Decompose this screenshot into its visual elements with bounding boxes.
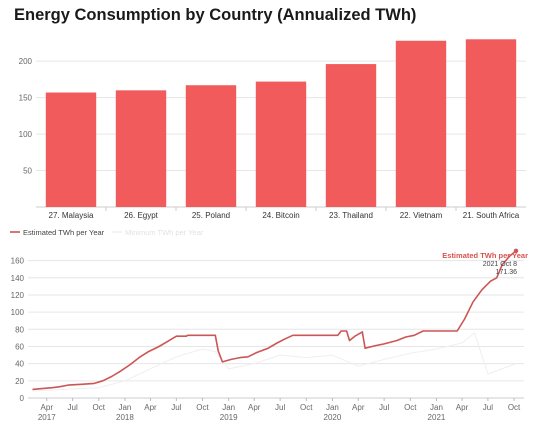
annotation-date: 2021 Oct 8 (483, 261, 517, 268)
x-tick-label: Oct (93, 403, 106, 412)
bar-category-label: 26. Egypt (124, 211, 159, 220)
bar-category-label: 22. Vietnam (400, 211, 443, 220)
x-tick-label: Jul (275, 403, 285, 412)
bar-category-label: 24. Bitcoin (262, 211, 299, 220)
x-tick-label: Apr (144, 403, 157, 412)
x-year-label: 2021 (428, 413, 446, 422)
bar-category-label: 23. Thailand (329, 211, 373, 220)
y-tick-label: 120 (11, 291, 25, 300)
x-tick-label: Jan (430, 403, 443, 412)
bar (45, 92, 97, 207)
x-tick-label: Apr (41, 403, 54, 412)
annotation-point (513, 248, 519, 254)
x-tick-label: Oct (508, 403, 521, 412)
x-tick-label: Jan (326, 403, 339, 412)
x-tick-label: Jul (68, 403, 78, 412)
y-tick-label: 100 (19, 130, 33, 139)
series-line-minimum (32, 332, 517, 392)
legend-label-minimum: Minimum TWh per Year (125, 228, 204, 237)
bar-category-label: 25. Poland (192, 211, 230, 220)
x-tick-label: Jul (483, 403, 493, 412)
x-tick-label: Oct (404, 403, 417, 412)
x-year-label: 2020 (324, 413, 342, 422)
page-title: Energy Consumption by Country (Annualize… (14, 6, 417, 24)
y-tick-label: 40 (15, 360, 24, 369)
bar-chart: 50 100 150 200 27. Malaysia 26. Egypt 25. Pola… (19, 39, 526, 220)
x-tick-label: Apr (248, 403, 261, 412)
y-tick-label: 50 (23, 167, 32, 176)
x-tick-label: Jan (222, 403, 235, 412)
y-tick-label: 160 (11, 257, 25, 266)
y-tick-label: 200 (19, 57, 33, 66)
x-tick-label: Oct (300, 403, 313, 412)
annotation-title: Estimated TWh per Year (442, 251, 528, 260)
series-line-estimated (32, 250, 517, 391)
x-tick-label: Jul (379, 403, 389, 412)
x-tick-label: Apr (352, 403, 365, 412)
y-tick-label: 0 (20, 394, 25, 403)
x-tick-label: Oct (196, 403, 209, 412)
x-year-label: 2017 (38, 413, 56, 422)
y-tick-label: 60 (15, 342, 24, 351)
x-tick-label: Jul (171, 403, 181, 412)
bar-category-label: 21. South Africa (463, 211, 520, 220)
x-year-label: 2019 (220, 413, 238, 422)
bar (395, 40, 447, 207)
y-tick-label: 140 (11, 274, 25, 283)
bar (115, 90, 167, 207)
y-tick-label: 80 (15, 325, 24, 334)
bar (325, 64, 377, 207)
legend-label-estimated: Estimated TWh per Year (23, 228, 105, 237)
x-tick-label: Jan (118, 403, 131, 412)
bar (185, 85, 237, 207)
y-tick-label: 150 (19, 94, 33, 103)
x-tick-label: Apr (456, 403, 469, 412)
bar-category-label: 27. Malaysia (49, 211, 94, 220)
x-year-label: 2018 (116, 413, 134, 422)
bar (255, 81, 307, 207)
annotation-value: 171.36 (496, 269, 518, 276)
y-tick-label: 20 (15, 377, 24, 386)
y-tick-label: 100 (11, 308, 25, 317)
bar (465, 39, 517, 207)
line-chart: Estimated TWh per Year Minimum TWh per Ye… (10, 228, 528, 422)
